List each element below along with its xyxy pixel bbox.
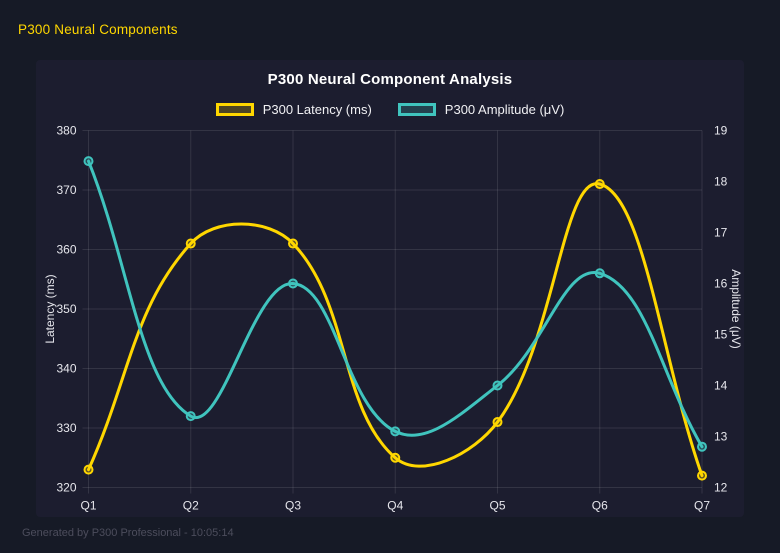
footer-status-text: Generated by P300 Professional - 10:05:1…	[22, 527, 234, 539]
y-right-tick-label: 17	[714, 226, 728, 240]
x-tick-label: Q4	[387, 499, 403, 513]
legend-label-latency: P300 Latency (ms)	[262, 102, 372, 117]
legend-item-latency[interactable]: P300 Latency (ms)	[215, 102, 372, 117]
data-point-latency[interactable]	[83, 464, 94, 475]
chart-legend: P300 Latency (ms) P300 Amplitude (μV)	[36, 102, 744, 117]
page-title: P300 Neural Components	[18, 22, 178, 37]
data-point-latency[interactable]	[288, 238, 298, 249]
y-left-tick-label: 330	[56, 421, 76, 435]
legend-swatch-amplitude-icon	[397, 103, 436, 116]
y-axis-title-left: Latency (ms)	[43, 274, 57, 344]
y-left-tick-label: 340	[56, 362, 76, 376]
x-tick-label: Q1	[80, 499, 96, 513]
data-point-amplitude[interactable]	[594, 268, 605, 279]
data-point-amplitude[interactable]	[697, 441, 707, 452]
legend-label-amplitude: P300 Amplitude (μV)	[444, 102, 565, 117]
data-point-latency[interactable]	[697, 470, 707, 481]
data-point-latency[interactable]	[185, 238, 196, 249]
chart-panel: P300 Neural Component Analysis P300 Late…	[36, 60, 744, 517]
chart-canvas: 320 330 340 350 360 370 380 12 13 14 15 16 17 18 19 Q1 Q…	[56, 124, 728, 513]
y-left-tick-label: 350	[56, 302, 76, 316]
y-axis-title-right: Amplitude (μV)	[729, 269, 743, 349]
x-tick-label: Q2	[183, 499, 199, 513]
x-tick-label: Q6	[592, 499, 608, 513]
legend-swatch-latency-icon	[215, 103, 254, 116]
x-tick-label: Q3	[285, 499, 301, 513]
series-line-amplitude	[87, 159, 704, 449]
x-tick-label: Q5	[489, 499, 505, 513]
y-right-tick-label: 19	[714, 124, 728, 138]
chart-title: P300 Neural Component Analysis	[267, 71, 513, 88]
y-left-tick-label: 370	[56, 183, 76, 197]
y-left-tick-label: 380	[56, 124, 76, 138]
x-tick-label: Q7	[694, 499, 710, 513]
data-point-latency[interactable]	[492, 417, 503, 428]
y-right-tick-label: 15	[714, 328, 728, 342]
y-left-tick-label: 320	[56, 481, 76, 495]
data-point-latency[interactable]	[390, 452, 401, 463]
y-right-tick-label: 12	[714, 481, 728, 495]
data-point-amplitude[interactable]	[185, 411, 196, 422]
legend-item-amplitude[interactable]: P300 Amplitude (μV)	[397, 102, 565, 117]
y-right-tick-label: 13	[714, 430, 728, 444]
y-right-tick-label: 14	[714, 379, 728, 393]
data-point-amplitude[interactable]	[83, 156, 94, 167]
data-point-amplitude[interactable]	[492, 380, 503, 391]
data-point-latency[interactable]	[594, 179, 605, 190]
y-right-tick-label: 18	[714, 175, 728, 189]
data-point-amplitude[interactable]	[390, 426, 401, 437]
data-point-amplitude[interactable]	[288, 278, 298, 289]
y-left-tick-label: 360	[56, 243, 76, 257]
y-right-tick-label: 16	[714, 277, 728, 291]
